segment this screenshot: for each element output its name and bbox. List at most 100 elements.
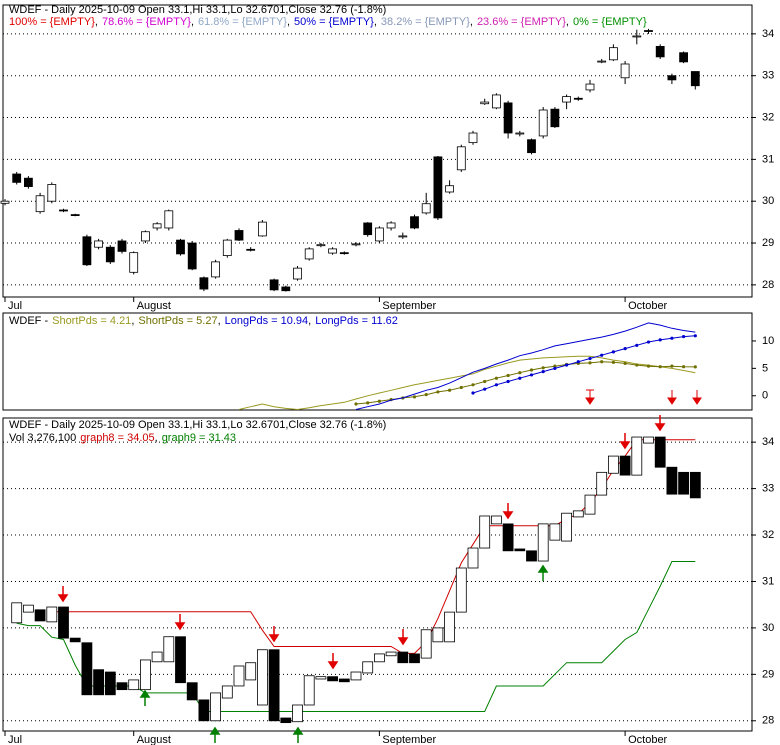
candle-body <box>129 252 139 273</box>
candle-body <box>585 83 595 91</box>
candle-body <box>398 235 408 238</box>
ha-body <box>256 649 268 706</box>
legend-item: 38.2% = {EMPTY} <box>381 16 470 28</box>
candle-body <box>351 243 361 246</box>
candle-body <box>117 240 127 252</box>
ha-body <box>608 455 619 474</box>
ha-body <box>280 717 292 724</box>
legend-item: Vol 3,276,100 <box>9 432 76 444</box>
legend-item: , <box>191 16 194 28</box>
ha-body <box>420 629 432 659</box>
ha-body <box>221 685 233 699</box>
series-point <box>646 340 651 344</box>
candle-body <box>456 146 466 171</box>
ha-body <box>549 523 561 541</box>
candle-body <box>187 242 197 270</box>
series-point <box>354 402 358 406</box>
legend-item: , <box>566 16 569 28</box>
y-tick-label: 33 <box>762 482 774 494</box>
ha-body <box>303 675 315 706</box>
candle-body <box>257 221 267 237</box>
x-tick-label: October <box>628 300 667 312</box>
ha-body <box>315 676 327 680</box>
ha-body <box>175 636 186 684</box>
x-tick-label: August <box>137 734 171 745</box>
candle-body <box>281 286 291 292</box>
candle-body <box>468 132 478 144</box>
series-point <box>635 363 639 367</box>
y-tick-label: 5 <box>762 362 768 374</box>
legend-line: 100% = {EMPTY}, 78.6% = {EMPTY}, 61.8% = {… <box>9 16 647 28</box>
ha-body <box>151 651 163 663</box>
series-point <box>553 366 557 370</box>
candle-body <box>609 47 618 61</box>
candle-body <box>620 63 630 79</box>
candle-body <box>655 46 665 58</box>
candle-body <box>562 96 571 103</box>
ha-body <box>572 510 584 518</box>
legend-item: graph9 = 31.43 <box>162 432 236 444</box>
series-point <box>611 350 616 354</box>
series-point <box>693 334 697 338</box>
ha-body <box>22 604 34 613</box>
series-point <box>670 336 674 340</box>
series-point <box>611 360 616 364</box>
legend-item: , <box>308 315 311 327</box>
legend-line: WDEF - ShortPds = 4.21, ShortPds = 5.27, Lo… <box>9 315 398 327</box>
series-point <box>494 376 498 380</box>
series-point <box>412 395 417 399</box>
ha-body <box>362 661 374 674</box>
series-point <box>436 390 440 394</box>
candle-body <box>293 267 302 280</box>
candle-body <box>527 139 536 154</box>
series-point <box>658 338 662 342</box>
y-tick-label: 0 <box>762 390 768 402</box>
candle-body <box>234 230 244 241</box>
candle-body <box>12 173 22 183</box>
series-point <box>459 385 463 390</box>
series-point <box>471 383 475 387</box>
candle-body <box>667 75 677 81</box>
ha-body <box>350 671 362 681</box>
legend-item: , <box>131 315 134 327</box>
candle-body <box>246 248 256 251</box>
ha-body <box>210 692 222 722</box>
ha-body <box>69 637 81 643</box>
ha-body <box>81 642 93 696</box>
series-point <box>541 370 545 374</box>
series-point <box>366 401 370 405</box>
ha-body <box>537 523 549 562</box>
legend-item: WDEF - <box>9 315 48 327</box>
y-tick-label: 31 <box>762 153 774 165</box>
legend-line: WDEF - Daily 2025-10-09 Open 33.1,Hi 33.… <box>9 4 386 16</box>
candle-body <box>199 277 209 290</box>
ha-body <box>373 653 385 663</box>
candle-body <box>491 94 501 109</box>
candle-body <box>164 210 174 229</box>
candle-body <box>363 222 373 236</box>
candle-body <box>503 102 513 134</box>
candle-body <box>433 156 443 219</box>
ha-body <box>233 665 245 687</box>
candle-body <box>386 222 396 229</box>
candle-body <box>632 35 642 38</box>
legend-item: graph8 = 34.05 <box>80 432 154 444</box>
candle-body <box>35 195 45 213</box>
legend-item: , <box>374 16 377 28</box>
series-point <box>623 347 627 351</box>
series-point <box>623 361 627 366</box>
series-point <box>600 360 604 364</box>
series-point <box>518 376 522 380</box>
legend-item: , <box>155 432 158 444</box>
series-point <box>646 364 651 368</box>
series-point <box>600 353 604 357</box>
series-point <box>377 399 381 403</box>
candle-body <box>480 101 490 105</box>
ha-body <box>409 653 420 664</box>
series-line <box>355 361 696 405</box>
candle-body <box>47 184 57 202</box>
panel-frame <box>2 417 753 732</box>
x-tick-label: Jul <box>8 300 22 312</box>
ha-body <box>631 436 643 476</box>
legend-item: WDEF - Daily 2025-10-09 Open 33.1,Hi 33.… <box>9 4 386 16</box>
